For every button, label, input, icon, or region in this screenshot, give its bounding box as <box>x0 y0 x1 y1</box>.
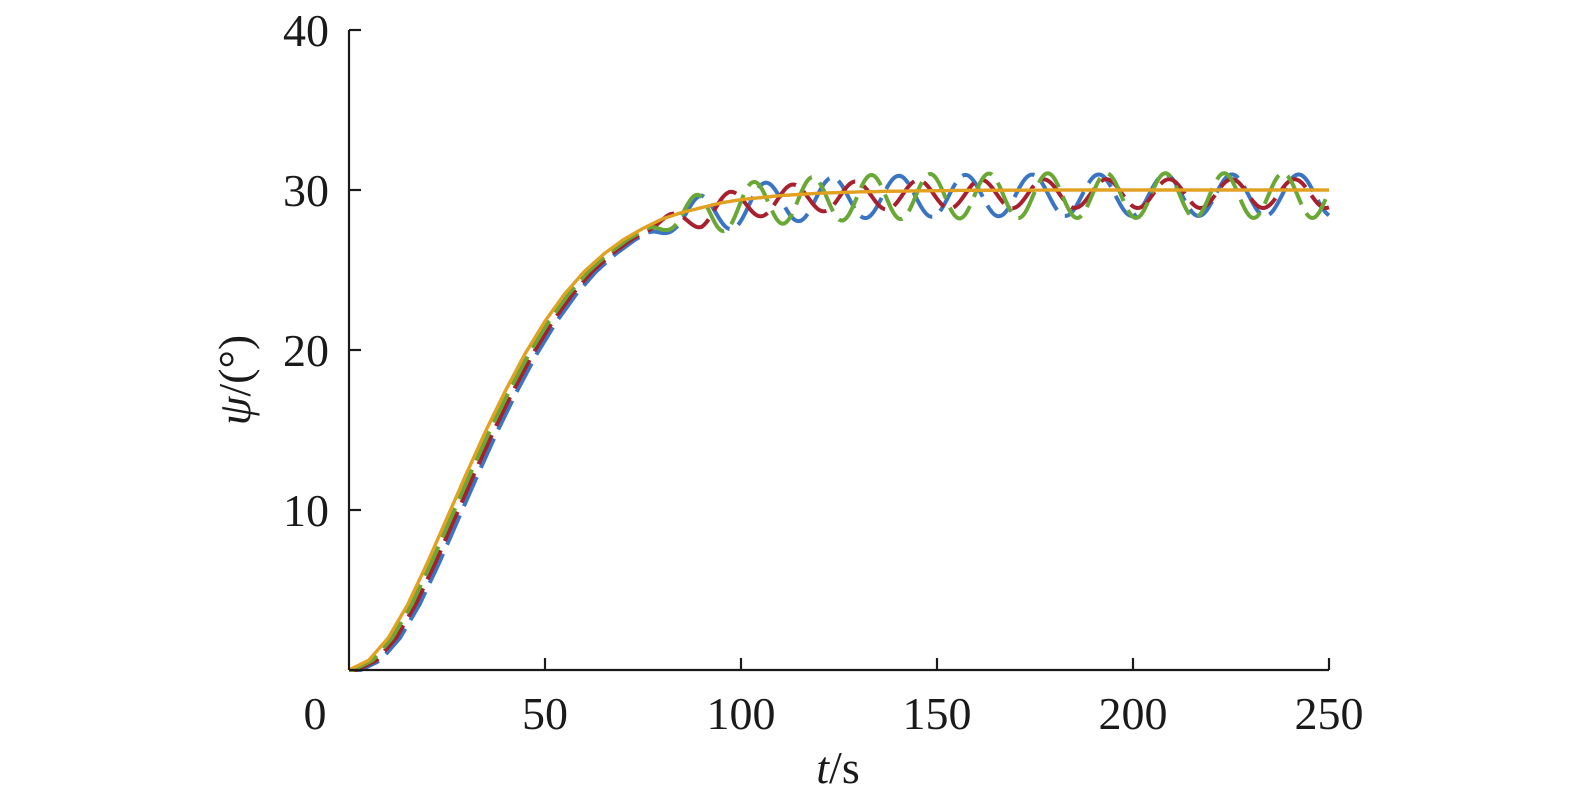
ticks-layer: 0 50 100 150 200 250 10 20 30 40 <box>283 5 1364 739</box>
y-axis-label: ψ/(°) <box>209 335 260 425</box>
y-tick-label: 40 <box>283 5 329 56</box>
y-axis-label-unit: /(°) <box>209 335 260 397</box>
y-tick-label: 30 <box>283 165 329 216</box>
x-tick-label: 100 <box>707 688 776 739</box>
series-line-2 <box>349 177 1330 672</box>
y-axis-label-var: ψ <box>209 395 260 425</box>
x-tick-label: 50 <box>522 688 568 739</box>
x-axis-label: t/s <box>816 742 859 793</box>
series-line-1 <box>349 172 1331 672</box>
series-layer <box>348 171 1331 672</box>
series-line-5 <box>348 188 1329 672</box>
axes-layer <box>347 30 1329 672</box>
x-tick-label: 0 <box>304 688 327 739</box>
series-line-3 <box>349 171 1331 672</box>
x-axis-label-var: t <box>816 742 830 793</box>
y-tick-label: 20 <box>283 325 329 376</box>
y-tick-label: 10 <box>283 485 329 536</box>
x-tick-label: 250 <box>1295 688 1364 739</box>
x-axis-label-unit: /s <box>829 742 860 793</box>
series-line-4 <box>348 188 1329 672</box>
x-tick-label: 150 <box>903 688 972 739</box>
x-tick-label: 200 <box>1099 688 1168 739</box>
